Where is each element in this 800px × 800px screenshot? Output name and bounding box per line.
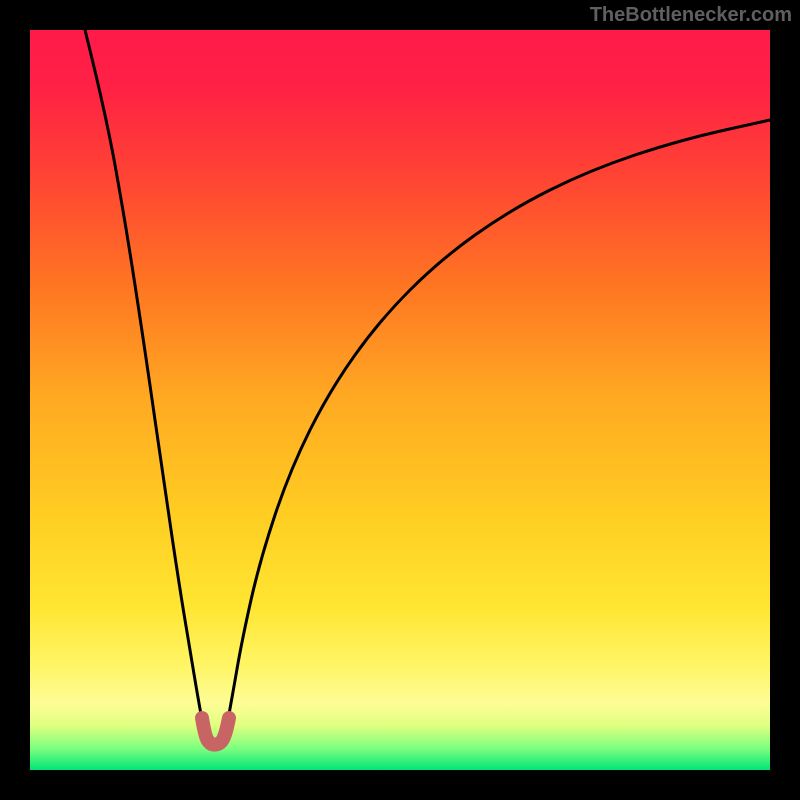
bottleneck-curve-left [85,30,203,725]
attribution-text: TheBottlenecker.com [590,4,792,27]
plot-area [30,30,770,770]
minimum-marker [202,718,229,745]
chart-container: TheBottlenecker.com [0,0,800,800]
bottleneck-curve-right [227,120,770,725]
curve-layer [30,30,770,770]
